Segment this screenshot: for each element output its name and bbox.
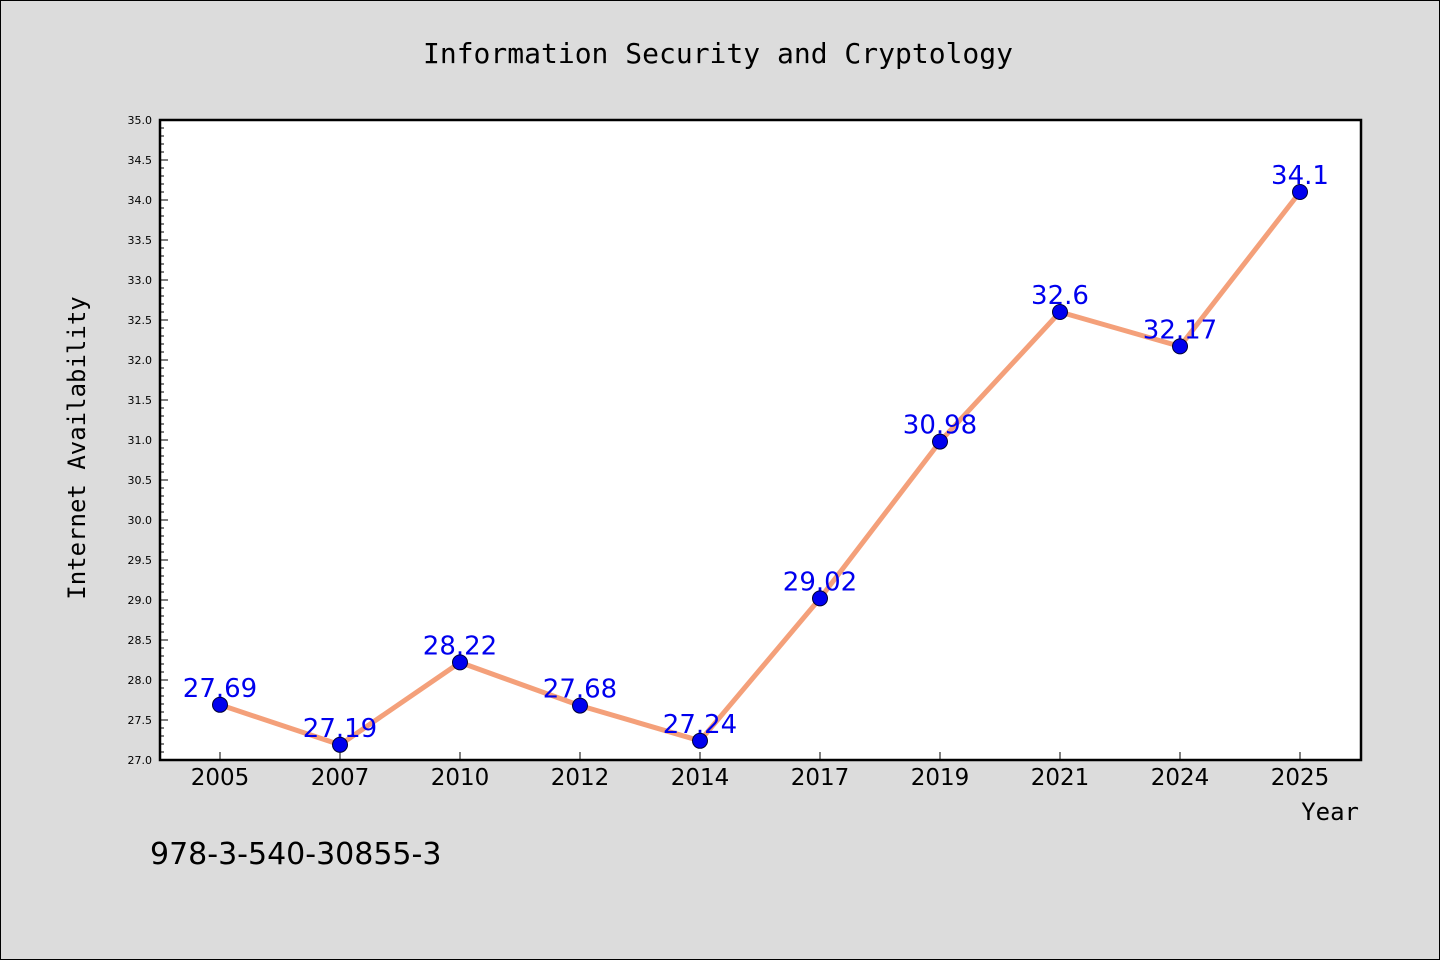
data-point: [452, 654, 468, 671]
series-markers: [212, 184, 1308, 753]
y-tick-label: 27.5: [128, 714, 153, 727]
y-tick-label: 27.0: [128, 754, 153, 767]
y-tick-label: 28.5: [128, 634, 153, 647]
series-line: [219, 190, 1302, 748]
y-tick-label: 30.5: [128, 474, 153, 487]
y-tick-label: 33.5: [128, 234, 153, 247]
data-label: 32.17: [1143, 315, 1217, 345]
data-label: 32.6: [1031, 281, 1089, 311]
data-label: 27.24: [663, 710, 737, 740]
plot-area: [158, 118, 1363, 762]
data-labels: 27.69 27.19 28.22 27.68 27.24 29.02 30.98 32.6 3…: [183, 161, 1329, 744]
data-point: [1172, 338, 1188, 355]
data-point: [572, 697, 588, 714]
data-label: 27.19: [303, 714, 377, 744]
data-label: 28.22: [423, 631, 497, 661]
x-axis: 2005 2007 2010 2012 2014 2017 2019 2021 2024 2025: [191, 752, 1330, 791]
y-tick-label: 30.0: [128, 514, 153, 527]
x-tick-label: 2014: [671, 765, 730, 791]
y-tick-label: 32.5: [128, 314, 153, 327]
data-point: [1292, 184, 1308, 200]
data-label: 27.68: [543, 675, 617, 705]
x-tick-label: 2005: [191, 765, 250, 791]
x-tick-label: 2019: [911, 765, 970, 791]
x-tick-label: 2012: [551, 765, 610, 791]
x-tick-label: 2017: [791, 765, 850, 791]
data-point: [332, 736, 348, 753]
data-label: 29.02: [783, 567, 857, 597]
y-tick-label: 34.0: [128, 194, 153, 207]
y-tick-label: 31.0: [128, 434, 153, 447]
data-label: 27.69: [183, 674, 257, 704]
y-tick-label: 35.0: [128, 114, 153, 127]
y-tick-label: 29.5: [128, 554, 153, 567]
y-tick-label: 34.5: [128, 154, 153, 167]
data-point: [932, 433, 948, 450]
data-point: [212, 696, 228, 713]
y-tick-label: 31.5: [128, 394, 153, 407]
data-label: 30.98: [903, 411, 977, 441]
data-label: 34.1: [1271, 161, 1329, 191]
y-tick-label: 28.0: [128, 674, 153, 687]
y-tick-label: 33.0: [128, 274, 153, 287]
y-tick-label: 29.0: [128, 594, 153, 607]
x-tick-label: 2024: [1151, 765, 1210, 791]
data-point: [1052, 304, 1068, 320]
x-tick-label: 2021: [1031, 765, 1090, 791]
data-point: [692, 732, 708, 749]
y-tick-label: 32.0: [128, 354, 153, 367]
y-axis: 27.0 27.5 28.0 28.5 29.0 29.5 30.0 30.5 31.0 31.5…: [128, 114, 168, 767]
chart-title: Information Security and Cryptology: [423, 37, 1013, 70]
data-point: [812, 590, 828, 607]
x-tick-label: 2010: [431, 765, 490, 791]
x-tick-label: 2007: [311, 765, 370, 791]
x-tick-label: 2025: [1271, 765, 1330, 791]
y-axis-title: Internet Availability: [63, 296, 91, 599]
isbn-annotation: 978-3-540-30855-3: [150, 837, 441, 872]
x-axis-title: Year: [1301, 798, 1359, 826]
